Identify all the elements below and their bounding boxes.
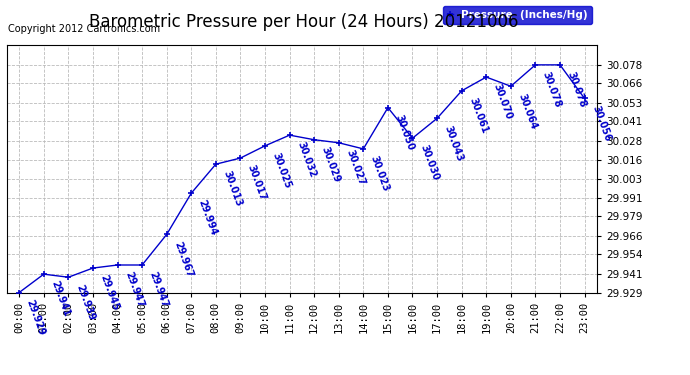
Pressure  (Inches/Hg) — [187, 191, 195, 195]
Pressure  (Inches/Hg) — [384, 105, 392, 110]
Text: 30.050: 30.050 — [393, 113, 415, 152]
Text: 29.967: 29.967 — [172, 240, 195, 279]
Pressure  (Inches/Hg) — [433, 116, 441, 121]
Pressure  (Inches/Hg) — [310, 138, 318, 142]
Pressure  (Inches/Hg) — [64, 275, 72, 279]
Text: 30.030: 30.030 — [418, 144, 440, 182]
Pressure  (Inches/Hg) — [212, 162, 220, 166]
Pressure  (Inches/Hg) — [286, 133, 294, 137]
Text: 29.939: 29.939 — [74, 283, 96, 321]
Pressure  (Inches/Hg) — [39, 272, 48, 276]
Pressure  (Inches/Hg) — [113, 263, 121, 267]
Legend: Pressure  (Inches/Hg): Pressure (Inches/Hg) — [443, 6, 591, 24]
Text: 29.945: 29.945 — [99, 274, 121, 312]
Text: 30.025: 30.025 — [270, 152, 293, 190]
Pressure  (Inches/Hg) — [408, 136, 417, 141]
Text: 30.078: 30.078 — [541, 70, 563, 109]
Pressure  (Inches/Hg) — [359, 147, 368, 151]
Pressure  (Inches/Hg) — [531, 63, 540, 67]
Text: 30.013: 30.013 — [221, 170, 244, 208]
Text: 29.929: 29.929 — [25, 298, 47, 337]
Text: 30.027: 30.027 — [344, 148, 366, 187]
Text: 29.947: 29.947 — [123, 270, 146, 309]
Pressure  (Inches/Hg) — [89, 266, 97, 270]
Text: 30.017: 30.017 — [246, 164, 268, 202]
Text: 30.029: 30.029 — [319, 145, 342, 184]
Text: Copyright 2012 Cartronics.com: Copyright 2012 Cartronics.com — [8, 24, 160, 34]
Text: 30.023: 30.023 — [369, 154, 391, 193]
Text: 30.078: 30.078 — [566, 70, 588, 109]
Pressure  (Inches/Hg) — [138, 263, 146, 267]
Pressure  (Inches/Hg) — [163, 232, 171, 237]
Pressure  (Inches/Hg) — [335, 141, 343, 145]
Pressure  (Inches/Hg) — [15, 290, 23, 295]
Text: Barometric Pressure per Hour (24 Hours) 20121006: Barometric Pressure per Hour (24 Hours) … — [89, 13, 518, 31]
Text: 30.064: 30.064 — [516, 92, 539, 130]
Pressure  (Inches/Hg) — [580, 96, 589, 101]
Pressure  (Inches/Hg) — [556, 63, 564, 67]
Text: 29.941: 29.941 — [49, 280, 72, 318]
Pressure  (Inches/Hg) — [236, 156, 244, 160]
Text: 29.947: 29.947 — [148, 270, 170, 309]
Pressure  (Inches/Hg) — [482, 75, 491, 80]
Text: 30.032: 30.032 — [295, 141, 317, 179]
Text: 30.070: 30.070 — [492, 82, 514, 121]
Pressure  (Inches/Hg) — [457, 88, 466, 93]
Line: Pressure  (Inches/Hg): Pressure (Inches/Hg) — [16, 62, 588, 296]
Pressure  (Inches/Hg) — [261, 144, 269, 148]
Pressure  (Inches/Hg) — [506, 84, 515, 88]
Text: 29.994: 29.994 — [197, 199, 219, 237]
Text: 30.056: 30.056 — [590, 104, 612, 142]
Text: 30.061: 30.061 — [467, 96, 489, 135]
Text: 30.043: 30.043 — [442, 124, 465, 162]
